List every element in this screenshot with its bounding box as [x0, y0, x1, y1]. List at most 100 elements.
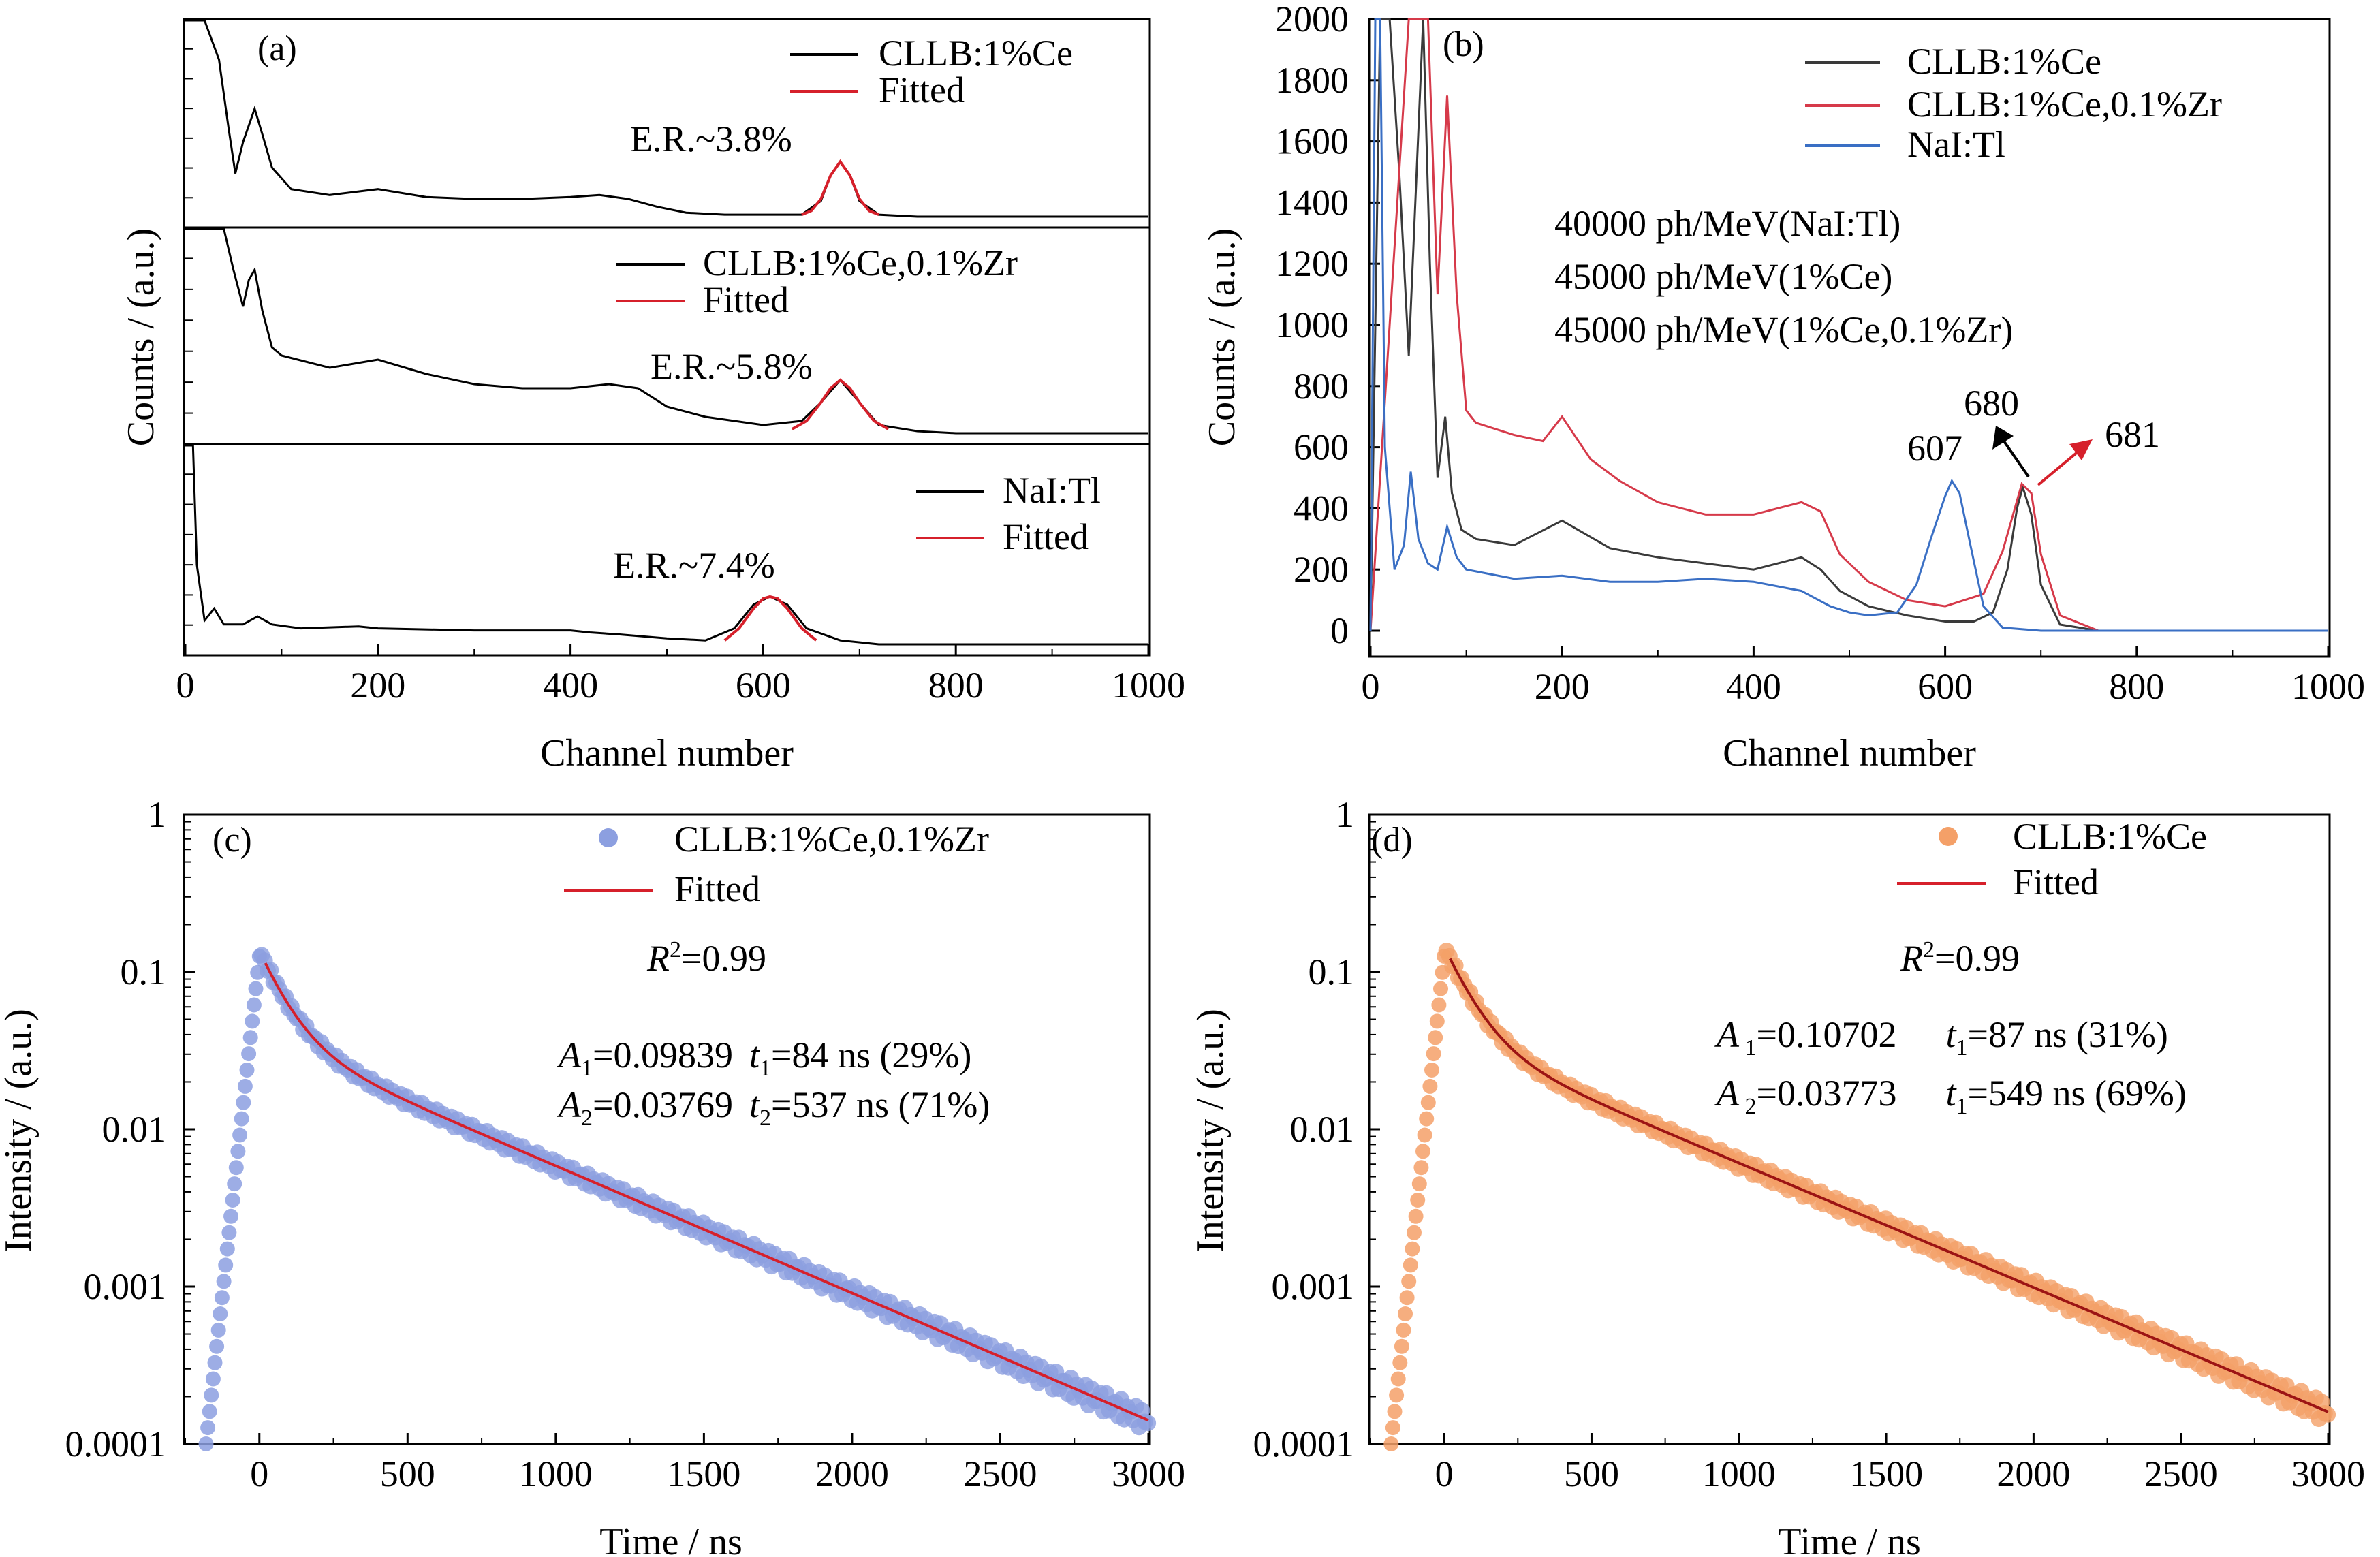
panel-c-data-point — [202, 1404, 217, 1419]
panel-d-data-point — [1390, 1371, 1406, 1387]
legend-label-fitted-2: Fitted — [703, 279, 789, 320]
panel-b-ytick-label: 1800 — [1275, 60, 1349, 101]
panel-c-data-point — [228, 1160, 244, 1176]
panel-d-xtick-label: 1500 — [1849, 1453, 1923, 1494]
legend-d-marker — [1939, 827, 1958, 846]
panel-b-xtick-label: 200 — [1535, 666, 1590, 707]
panel-d-xlabel: Time / ns — [1778, 1521, 1921, 1557]
annotation-ly-ce-zr: 45000 ph/MeV(1%Ce,0.1%Zr) — [1554, 309, 2013, 350]
panel-b-ytick-label: 1000 — [1275, 304, 1349, 345]
panel-a-sub1-series-fitted — [801, 159, 879, 216]
panel-d-data-point — [1403, 1257, 1418, 1273]
panel-c-data-point — [221, 1225, 237, 1240]
panel-c-data-point — [207, 1355, 223, 1370]
panel-b-series-nai-tl — [1369, 18, 2328, 632]
panel-b-ytick-label: 600 — [1294, 427, 1349, 468]
panel-c-data-point — [214, 1290, 230, 1306]
panel-b-ticks: 0 200 400 600 800 1000 1200 1400 1600 1800 2000 0 20… — [1275, 0, 2365, 707]
panel-a-xtick-label: 1000 — [1112, 665, 1185, 706]
panel-c-xtick-label: 1500 — [667, 1453, 740, 1494]
panel-d-data-point — [1410, 1193, 1426, 1208]
panel-c-xtick-label: 2000 — [815, 1453, 889, 1494]
panel-a-sub2-series-fitted — [791, 378, 890, 430]
panel-a-curves — [184, 19, 1148, 646]
panel-c-data-point — [246, 997, 262, 1013]
legend-c-label: CLLB:1%Ce,0.1%Zr — [674, 819, 989, 860]
legend-d-fit-label: Fitted — [2013, 862, 2099, 902]
panel-b-xtick-label: 1000 — [2291, 666, 2365, 707]
panel-a-xtick-label: 400 — [543, 665, 598, 706]
panel-d-xtick-label: 1000 — [1702, 1453, 1776, 1494]
panel-d-data-point — [1389, 1387, 1405, 1403]
panel-d-xtick-label: 0 — [1435, 1453, 1454, 1494]
panel-d-fit-curve — [1449, 958, 2329, 1413]
panel-c-data-point — [234, 1111, 249, 1127]
panel-a-ticks: 0 200 400 600 800 1000 — [176, 644, 1185, 706]
panel-a-ylabel: Counts / (a.u.) — [120, 228, 162, 446]
legend-label-fitted-1: Fitted — [879, 69, 965, 110]
panel-d-data-point — [1413, 1160, 1429, 1176]
panel-b-ytick-label: 2000 — [1275, 0, 1349, 40]
panel-d-data-point — [1431, 997, 1447, 1013]
panel-c-xtick-label: 500 — [380, 1453, 435, 1494]
panel-d-ytick-label: 0.0001 — [1253, 1424, 1355, 1464]
panel-c-data-point — [210, 1322, 226, 1338]
panel-d-data-point — [1392, 1355, 1408, 1370]
panel-c-data-point — [236, 1095, 251, 1110]
legend-d-label: CLLB:1%Ce — [2013, 816, 2207, 857]
panel-d-data-point — [1385, 1420, 1400, 1436]
panel-c-ytick-label: 0.001 — [84, 1266, 167, 1307]
panel-c-ytick-label: 0.0001 — [65, 1424, 167, 1464]
panel-c-ytick-label: 0.01 — [102, 1109, 167, 1150]
panel-d-data-point — [1401, 1274, 1417, 1289]
panel-b-series-cllb-1-ce-0-1-zr — [1369, 18, 2328, 632]
panel-d: 0.0001 0.001 0.01 0.1 1 0 500 1000 1500 2000 2500 3… — [1189, 794, 2365, 1557]
panel-c-data-point — [198, 1436, 214, 1451]
panel-c-ytick-label: 0.1 — [121, 952, 167, 992]
legend-label-cllb-ce-zr: CLLB:1%Ce,0.1%Zr — [703, 242, 1018, 283]
panel-a-xtick-label: 0 — [176, 665, 195, 706]
legend-c-marker — [599, 828, 618, 847]
panel-b-ytick-label: 1400 — [1275, 182, 1349, 223]
panel-a-sub3-series-nai-tl — [185, 444, 1148, 646]
panel-d-ylabel: Intensity / (a.u.) — [1189, 1009, 1232, 1253]
panel-c-data-point — [209, 1338, 225, 1354]
panel-c-xtick-label: 1000 — [519, 1453, 593, 1494]
panel-b-ylabel: Counts / (a.u.) — [1201, 228, 1243, 446]
panel-a-xtick-label: 800 — [928, 665, 984, 706]
panel-c-data-point — [239, 1063, 255, 1078]
panel-c-data-point — [205, 1371, 221, 1387]
panel-d-ytick-label: 0.01 — [1290, 1109, 1355, 1150]
panel-c-data-point — [200, 1420, 216, 1436]
annotation-c-line1: A1=0.09839 t1=84 ns (29%) — [557, 1035, 971, 1081]
panel-d-data-point — [1411, 1176, 1427, 1192]
panel-b-xtick-label: 600 — [1917, 666, 1973, 707]
panel-c-data-point — [213, 1306, 228, 1321]
annotation-c-line2: A2=0.03769 t2=537 ns (71%) — [557, 1084, 990, 1131]
panel-d-data-point — [1420, 1095, 1436, 1110]
panel-c-data-point — [225, 1193, 240, 1208]
panel-d-data-point — [1383, 1436, 1399, 1451]
panel-d-data-point — [1387, 1404, 1403, 1419]
panel-d-ytick-label: 1 — [1336, 794, 1354, 835]
panel-a-xtick-label: 600 — [736, 665, 791, 706]
annotation-ly-ce: 45000 ph/MeV(1%Ce) — [1554, 256, 1892, 297]
panel-b: 0 200 400 600 800 1000 1200 1400 1600 1800 2000 0 20… — [1201, 0, 2365, 774]
panel-d-data-point — [1405, 1241, 1420, 1257]
panel-b-xtick-label: 0 — [1362, 666, 1380, 707]
panel-d-xtick-label: 500 — [1564, 1453, 1619, 1494]
panel-c-fit-curve — [264, 962, 1149, 1422]
panel-c-xtick-label: 3000 — [1112, 1453, 1185, 1494]
panel-c-data-point — [227, 1176, 242, 1192]
panel-d-label: (d) — [1371, 821, 1413, 860]
panel-d-data-point — [1398, 1306, 1413, 1321]
panel-d-xtick-label: 2000 — [1997, 1453, 2070, 1494]
panel-c-data-point — [218, 1257, 234, 1273]
panel-b-curves — [1369, 18, 2328, 632]
annotation-d-line1: A 1=0.10702 t1=87 ns (31%) — [1714, 1014, 2168, 1060]
arrow-681-head — [2069, 439, 2093, 460]
annotation-c-r2: R2=0.99 — [646, 937, 766, 979]
panel-b-xlabel: Channel number — [1723, 732, 1976, 774]
panel-b-ytick-label: 200 — [1294, 549, 1349, 590]
panel-d-data-point — [1415, 1144, 1430, 1159]
